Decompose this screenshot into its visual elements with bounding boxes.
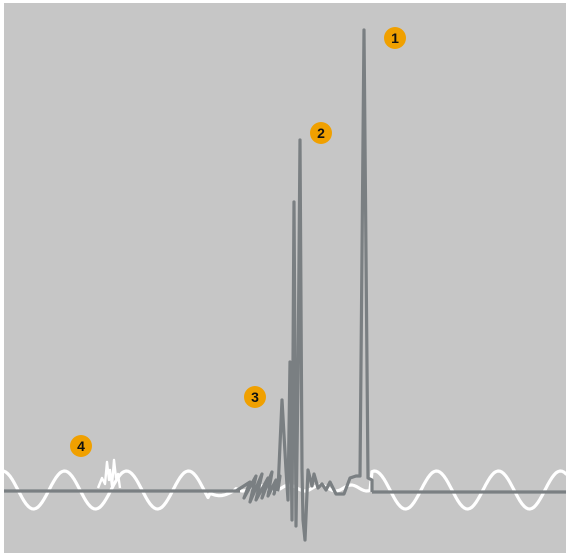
- callout-marker-1: 1: [384, 27, 406, 49]
- gray-noise-burst: [235, 28, 374, 542]
- callout-marker-4: 4: [70, 435, 92, 457]
- callout-marker-3: 3: [244, 386, 266, 408]
- white-sine-trace: [2, 469, 568, 511]
- white-spike-cluster: [96, 458, 122, 489]
- callout-marker-2: 2: [310, 122, 332, 144]
